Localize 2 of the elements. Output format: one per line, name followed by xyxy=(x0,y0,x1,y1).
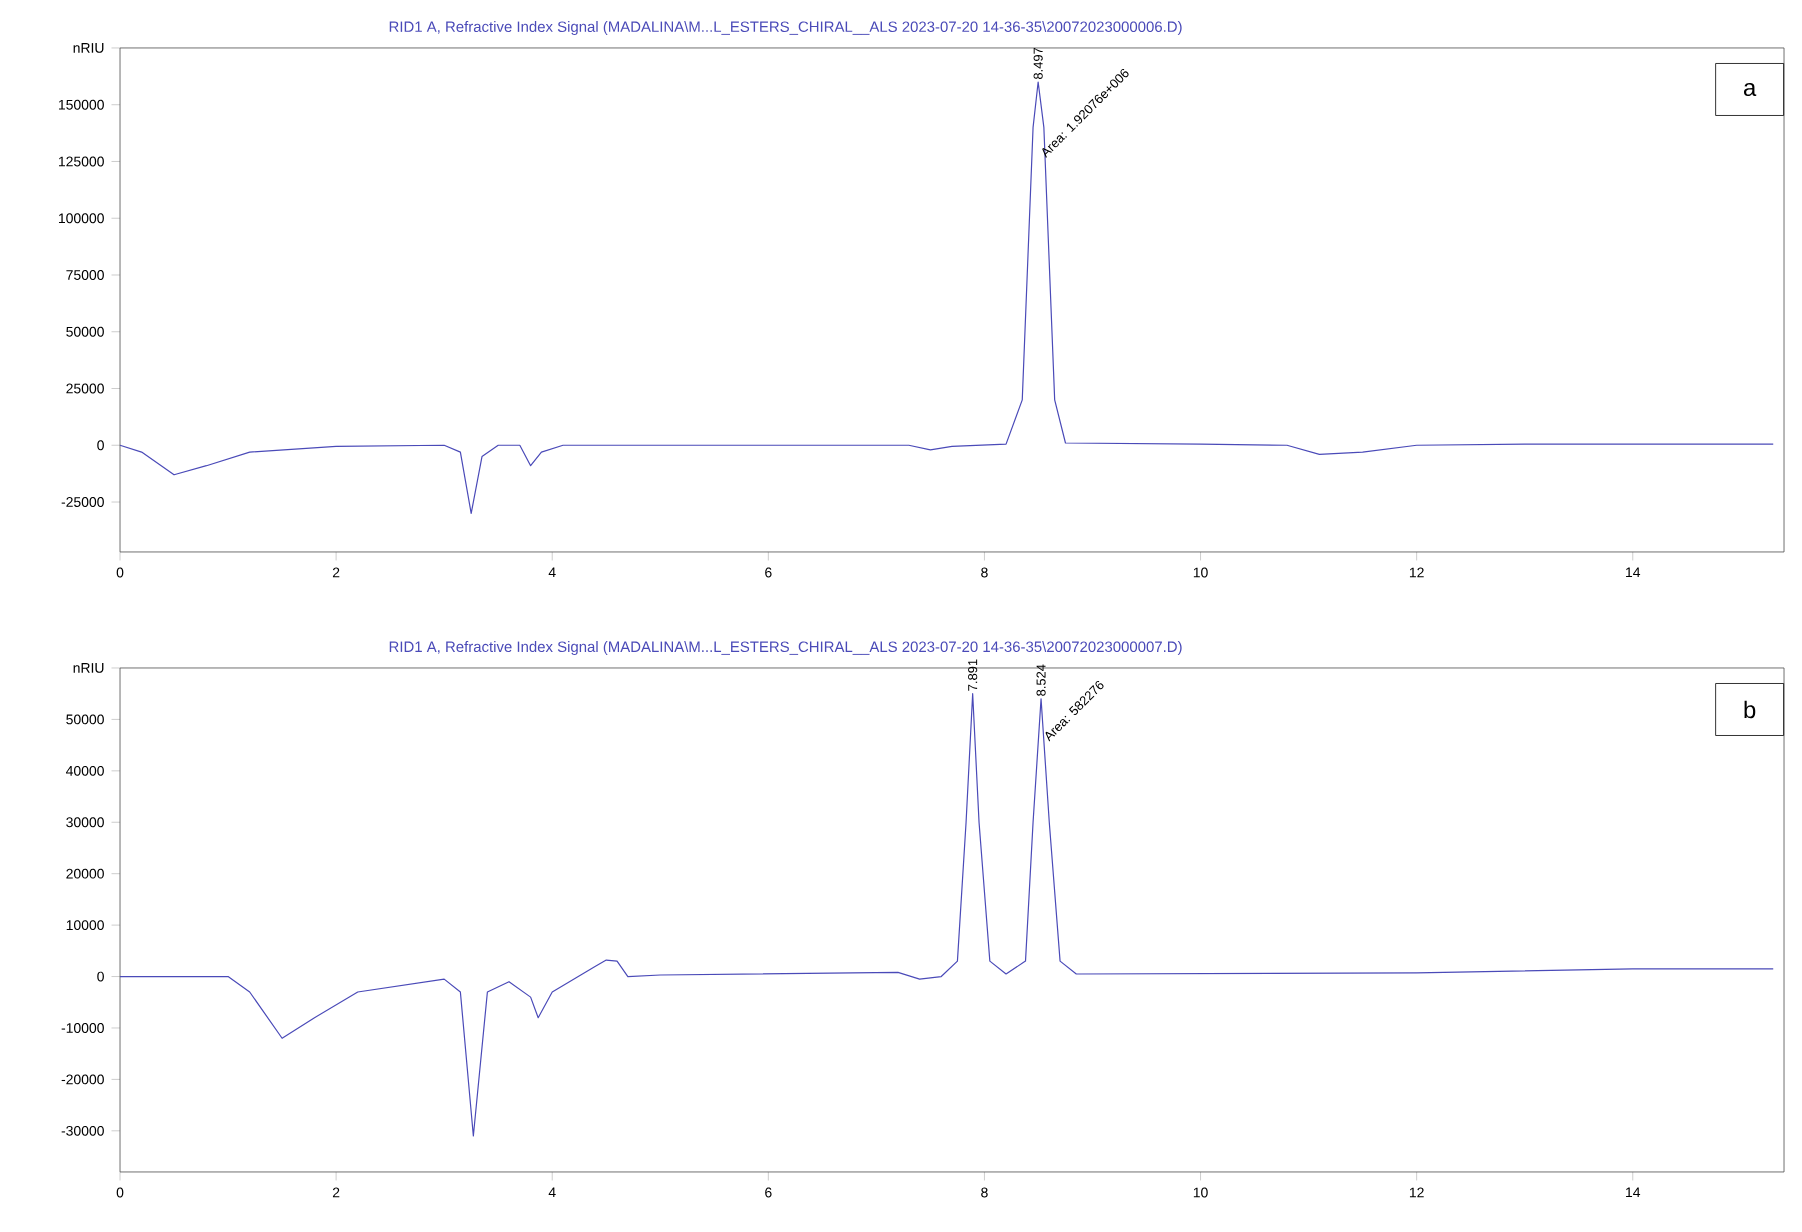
annotation: a xyxy=(1743,82,1757,97)
annotation: b xyxy=(1744,700,1756,719)
